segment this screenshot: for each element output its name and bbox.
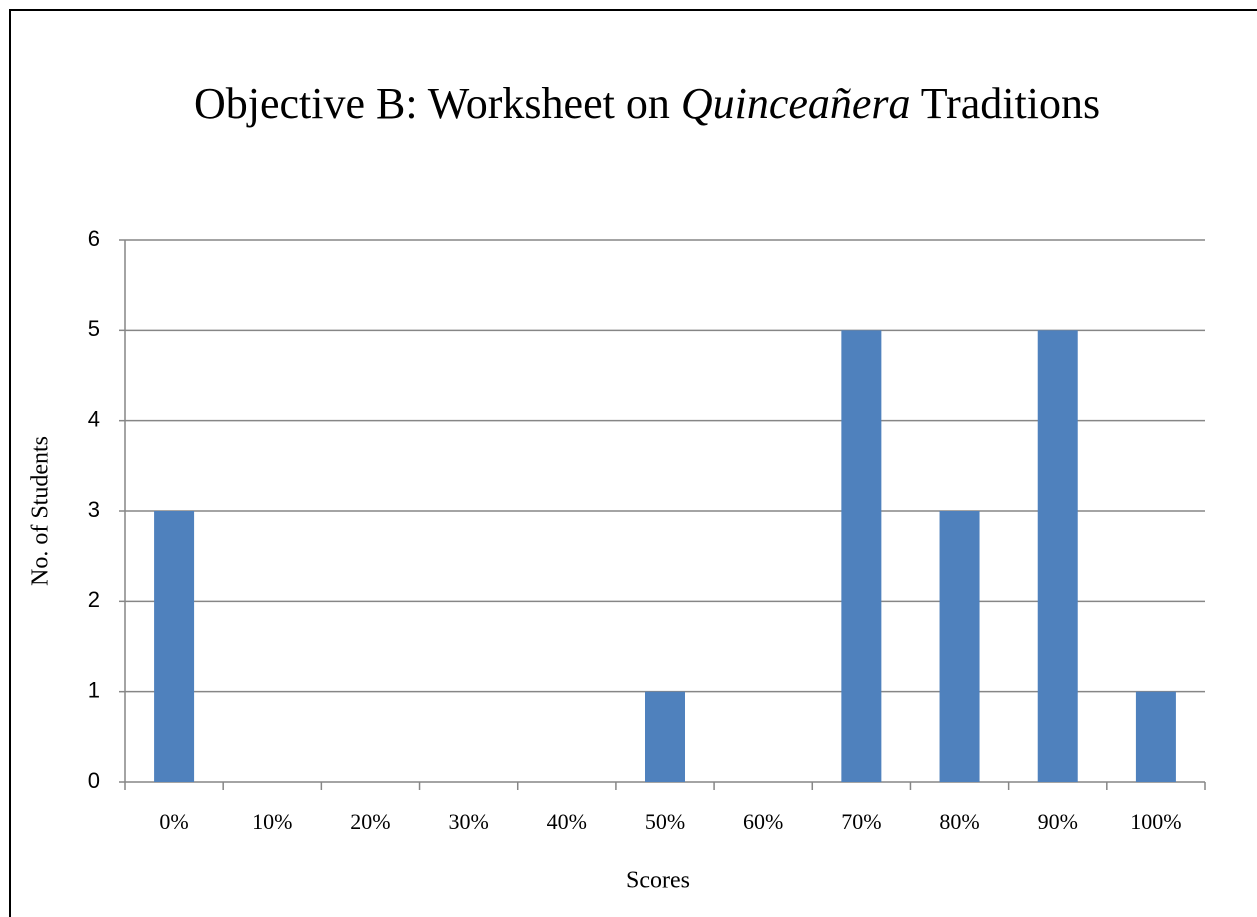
bar: [645, 691, 685, 782]
chart-title: Objective B: Worksheet on Quinceañera Tr…: [194, 79, 1100, 128]
x-tick-label: 30%: [448, 809, 488, 834]
x-tick-label: 20%: [350, 809, 390, 834]
y-tick-label: 3: [88, 497, 100, 522]
x-tick-label: 60%: [743, 809, 783, 834]
x-tick-label: 70%: [841, 809, 881, 834]
bar: [1135, 691, 1176, 782]
y-tick-label: 6: [88, 226, 100, 251]
x-tick-label: 40%: [547, 809, 587, 834]
bar: [1037, 330, 1078, 782]
bar: [841, 330, 882, 782]
x-tick-label: 50%: [645, 809, 685, 834]
x-tick-label: 0%: [159, 809, 188, 834]
title-part: Traditions: [911, 79, 1101, 128]
x-tick-label: 100%: [1130, 809, 1181, 834]
x-tick-label: 10%: [252, 809, 292, 834]
title-part: Quinceañera: [681, 79, 911, 128]
x-tick-label: 80%: [939, 809, 979, 834]
x-tick-label: 90%: [1038, 809, 1078, 834]
bar: [939, 511, 980, 782]
y-tick-label: 0: [88, 768, 100, 793]
bar: [154, 511, 195, 782]
y-tick-label: 5: [88, 316, 100, 341]
y-tick-label: 4: [88, 406, 100, 431]
y-tick-label: 2: [88, 587, 100, 612]
y-tick-label: 1: [88, 677, 100, 702]
title-part: Objective B: Worksheet on: [194, 79, 681, 128]
x-axis-label: Scores: [626, 868, 690, 894]
y-axis-label: No. of Students: [28, 436, 54, 586]
